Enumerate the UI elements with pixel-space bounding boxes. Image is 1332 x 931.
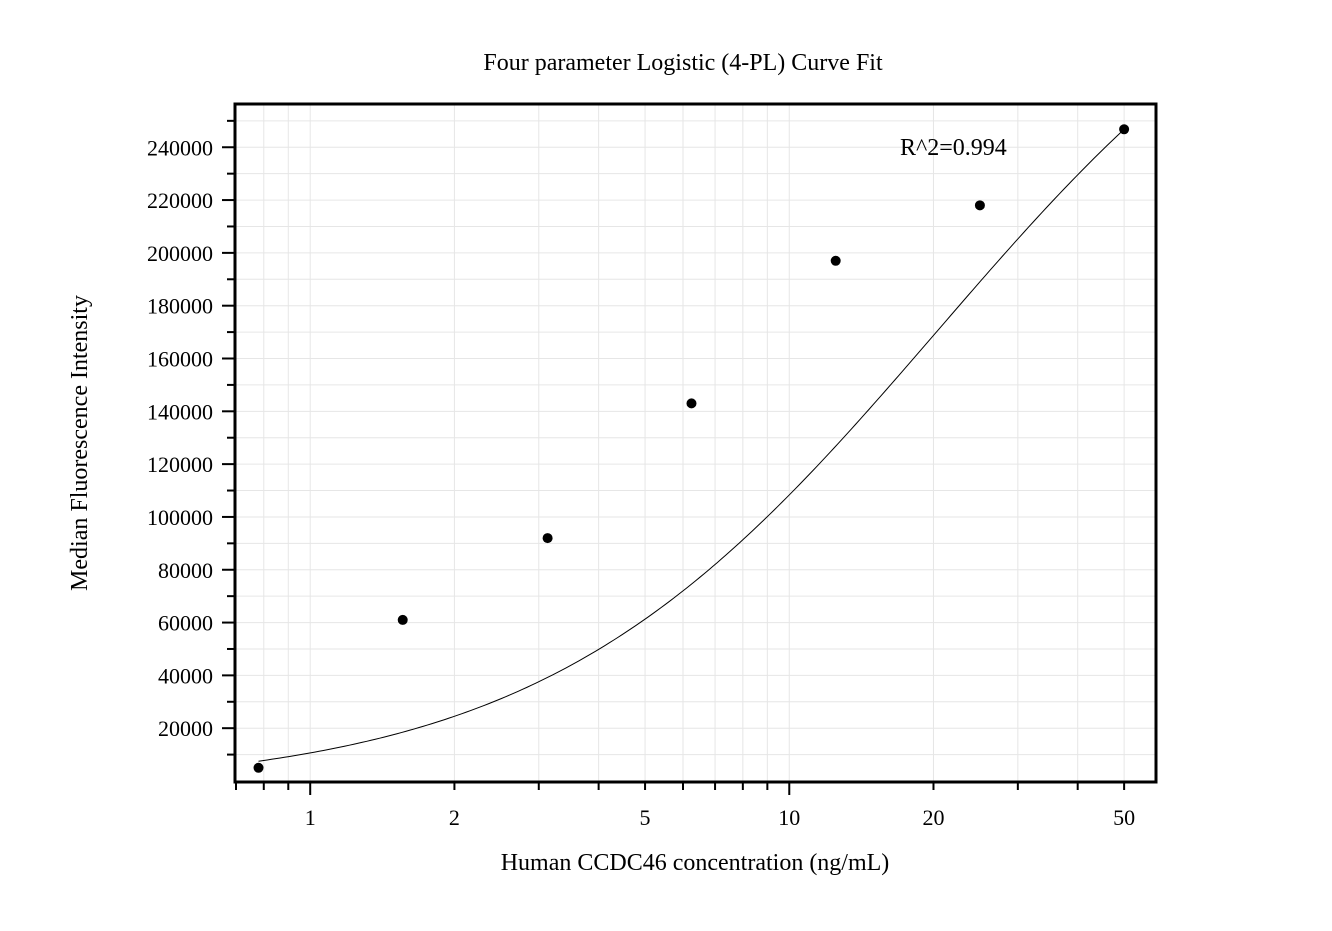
x-tick-label: 2: [449, 805, 460, 830]
y-tick-label: 200000: [147, 241, 213, 266]
data-point: [253, 762, 264, 773]
data-point: [686, 398, 697, 409]
y-tick-label: 140000: [147, 399, 213, 424]
y-tick-label: 100000: [147, 505, 213, 530]
y-tick-label: 220000: [147, 188, 213, 213]
y-tick-label: 80000: [158, 558, 213, 583]
data-point: [397, 614, 408, 625]
data-point: [974, 200, 985, 211]
y-tick-labels: 20000 40000 60000 80000 100000 120000 140000 16…: [147, 135, 213, 741]
y-tick-label: 180000: [147, 294, 213, 319]
chart-title: Four parameter Logistic (4-PL) Curve Fit: [483, 50, 883, 76]
grid-lines: [235, 105, 1155, 781]
x-tick-labels: 1 2 5 10 20 50: [305, 805, 1135, 830]
x-axis-label: Human CCDC46 concentration (ng/mL): [501, 850, 890, 876]
axis-ticks: [222, 119, 1126, 795]
x-tick-label: 5: [640, 805, 651, 830]
x-tick-label: 1: [305, 805, 316, 830]
r-squared-annotation: R^2=0.994: [900, 135, 1007, 161]
y-tick-label: 60000: [158, 611, 213, 636]
x-tick-label: 10: [778, 805, 800, 830]
y-axis-label: Median Fluorescence Intensity: [67, 295, 93, 591]
x-tick-label: 20: [922, 805, 944, 830]
data-points: [253, 124, 1130, 773]
y-tick-label: 20000: [158, 716, 213, 741]
data-point: [1119, 124, 1130, 135]
data-point: [830, 255, 841, 266]
y-tick-label: 240000: [147, 135, 213, 160]
y-tick-label: 40000: [158, 663, 213, 688]
fit-curve: [258, 128, 1125, 762]
y-tick-label: 160000: [147, 347, 213, 372]
plot-frame: [233, 102, 1158, 784]
x-tick-label: 50: [1113, 805, 1135, 830]
data-point: [542, 533, 553, 544]
y-tick-label: 120000: [147, 452, 213, 477]
